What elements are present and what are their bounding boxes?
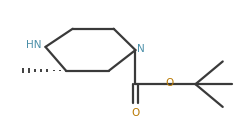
Text: HN: HN [26,40,42,50]
Text: O: O [166,78,174,88]
Text: O: O [131,108,140,118]
Text: N: N [137,44,145,54]
